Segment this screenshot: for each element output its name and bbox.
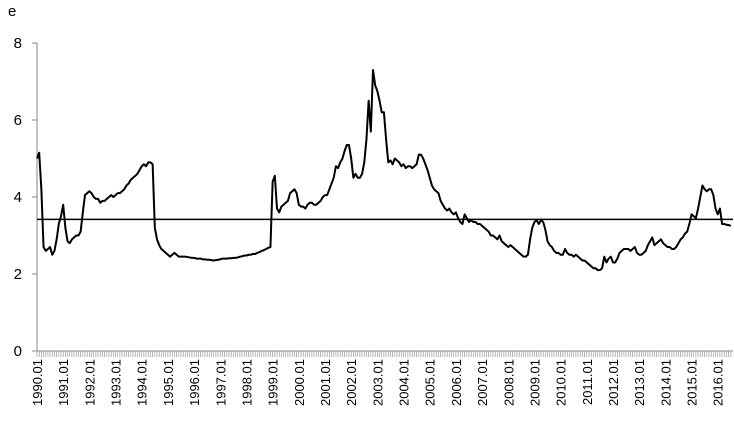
- x-tick-label: 2005.01: [423, 359, 438, 406]
- y-tick-label: 4: [14, 189, 22, 206]
- x-tick-label: 1993.01: [109, 359, 124, 406]
- x-tick-label: 1997.01: [213, 359, 228, 406]
- y-axis-label: e: [8, 3, 16, 20]
- x-tick-label: 1998.01: [239, 359, 254, 406]
- x-tick-label: 1992.01: [82, 359, 97, 406]
- y-tick-label: 0: [14, 343, 22, 360]
- y-tick-label: 8: [14, 35, 22, 52]
- x-tick-label: 2010.01: [554, 359, 569, 406]
- x-tick-label: 2012.01: [606, 359, 621, 406]
- x-tick-label: 2002.01: [344, 359, 359, 406]
- x-tick-label: 2016.01: [711, 359, 726, 406]
- y-tick-label: 2: [14, 266, 22, 283]
- x-tick-label: 1996.01: [187, 359, 202, 406]
- series-line: [36, 68, 732, 272]
- x-tick-label: 2008.01: [501, 359, 516, 406]
- x-tick-label: 1994.01: [135, 359, 150, 406]
- x-tick-label: 2004.01: [397, 359, 412, 406]
- x-tick-label: 2011.01: [580, 359, 595, 405]
- x-tick-label: 2001.01: [318, 359, 333, 406]
- x-tick-label: 2013.01: [632, 359, 647, 406]
- x-tick-label: 2006.01: [449, 359, 464, 406]
- y-tick-label: 6: [14, 112, 22, 129]
- x-tick-label: 1991.01: [56, 359, 71, 406]
- x-tick-label: 1990.01: [30, 359, 45, 406]
- x-tick-label: 2007.01: [475, 359, 490, 406]
- x-tick-label: 2000.01: [292, 359, 307, 406]
- x-tick-label: 1999.01: [266, 359, 281, 406]
- x-tick-label: 2014.01: [658, 359, 673, 406]
- x-tick-label: 2009.01: [527, 359, 542, 406]
- x-tick-label: 1995.01: [161, 359, 176, 406]
- x-tick-label: 2003.01: [370, 359, 385, 406]
- x-tick-label: 2015.01: [685, 359, 700, 406]
